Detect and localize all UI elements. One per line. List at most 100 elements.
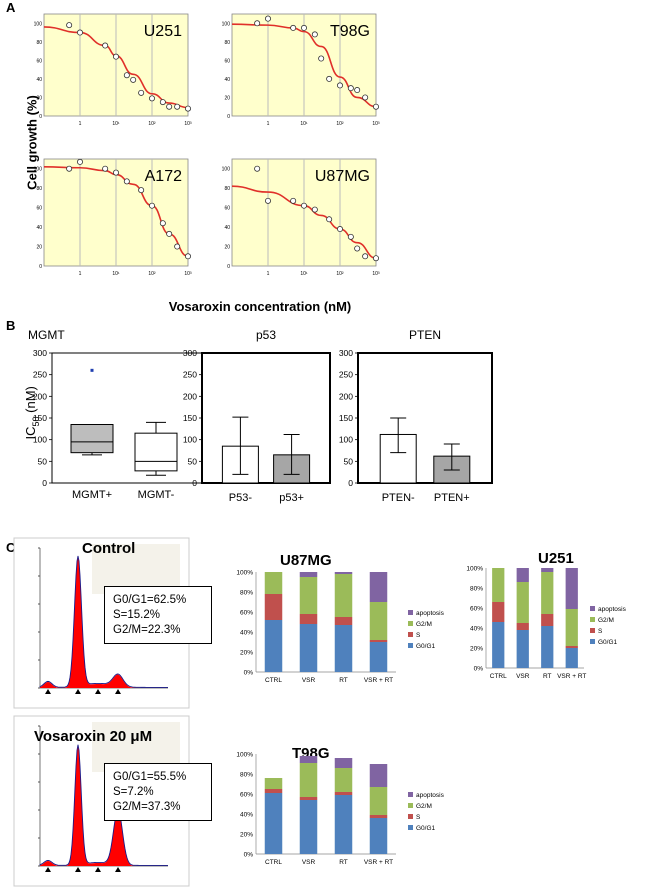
fit-curve	[231, 23, 377, 108]
category-label: VSR	[302, 677, 316, 684]
category-label: PTEN-	[382, 492, 415, 504]
vsr-g2m: G2/M=37.3%	[113, 801, 181, 813]
bar-segment-s	[299, 614, 318, 624]
y-tick-label: 40	[36, 225, 42, 231]
peak-marker	[95, 867, 101, 872]
bar-segment-s	[334, 617, 353, 625]
y-tick-label: 300	[183, 348, 197, 358]
chart-title: U87MG	[315, 168, 370, 185]
legend-label: G2/M	[416, 803, 432, 810]
bar-segment-apoptosis	[541, 568, 554, 572]
category-label: CTRL	[265, 677, 282, 684]
x-tick-label: 1	[79, 121, 82, 127]
x-tick-label: 10²	[336, 121, 344, 127]
bar-segment-g0g1	[264, 620, 283, 672]
data-point	[362, 253, 369, 260]
bar-segment-s	[334, 792, 353, 795]
y-tick-label: 100	[222, 21, 231, 27]
peak-marker	[45, 867, 51, 872]
stacked-u251: 0% 20% 40% 60% 80% 100% CTRL VSR RT VSR + RT apopt…	[466, 566, 627, 681]
data-point	[102, 42, 109, 49]
y-tick-label: 0%	[244, 670, 254, 677]
legend-label: G0/G1	[416, 643, 436, 650]
panel-a-xlabel: Vosaroxin concentration (nM)	[168, 299, 352, 314]
bar-segment-apoptosis	[369, 764, 388, 787]
bar-segment-g2m	[516, 582, 529, 623]
legend-label: G2/M	[598, 617, 614, 624]
y-tick-label: 0	[227, 114, 230, 120]
vosaroxin-title: Vosaroxin 20 μM	[34, 728, 153, 745]
control-g2m: G2/M=22.3%	[113, 624, 181, 636]
data-point	[66, 165, 73, 172]
category-label: P53-	[229, 492, 253, 504]
bar-segment-g2m	[565, 609, 578, 646]
data-point	[149, 95, 156, 102]
box	[70, 424, 114, 454]
chart-t98g: 0 20 40 60 80 100 1 10¹ 10² 10³ T98G	[222, 13, 380, 127]
data-point	[311, 31, 318, 38]
data-point	[301, 24, 308, 31]
data-point	[77, 29, 84, 36]
data-point	[138, 89, 145, 96]
x-tick-label: 10³	[184, 121, 192, 127]
data-point	[265, 15, 272, 22]
control-stats-box: G0/G1=62.5% S=15.2% G2/M=22.3%	[104, 586, 212, 644]
chart-title: p53	[256, 328, 276, 342]
data-point	[354, 245, 361, 252]
data-point	[130, 76, 137, 83]
chart-u251: 0 20 40 60 80 100 1 10¹ 10² 10³ U251	[34, 13, 192, 127]
y-tick-label: 0	[227, 264, 230, 270]
y-tick-label: 250	[33, 370, 47, 380]
vsr-s: S=7.2%	[113, 786, 154, 798]
bar-segment-g2m	[492, 568, 505, 602]
category-label: p53+	[279, 492, 304, 504]
bar-segment-s	[492, 602, 505, 622]
y-tick-label: 60	[36, 58, 42, 64]
legend-swatch	[408, 803, 413, 808]
vsr-g0g1: G0/G1=55.5%	[113, 771, 187, 783]
bar-segment-s	[565, 646, 578, 648]
legend-label: G0/G1	[416, 825, 436, 832]
data-point	[347, 85, 354, 92]
y-tick-label: 80	[224, 40, 230, 46]
y-tick-label: 50	[188, 456, 198, 466]
y-tick-label: 300	[33, 348, 47, 358]
y-tick-label: 20	[36, 245, 42, 251]
x-tick-label: 10¹	[112, 271, 120, 277]
legend-swatch	[408, 825, 413, 830]
x-tick-label: 1	[267, 121, 270, 127]
peak-marker	[115, 867, 121, 872]
data-point	[66, 22, 73, 29]
y-tick-label: 40	[36, 77, 42, 83]
bar-segment-g0g1	[299, 800, 318, 854]
bar-segment-apoptosis	[369, 572, 388, 602]
y-tick-label: 60	[36, 206, 42, 212]
y-tick-label: 60%	[240, 792, 253, 799]
category-label: MGMT-	[138, 489, 175, 501]
chart-pten: PTEN 0 50 100 150 200 250 300 PTEN- PTEN+	[339, 328, 493, 504]
data-point	[174, 243, 181, 250]
legend-label: G0/G1	[598, 639, 618, 646]
data-point	[372, 103, 379, 110]
histogram-header-bg	[92, 544, 180, 594]
data-point	[347, 233, 354, 240]
category-label: RT	[339, 677, 348, 684]
y-tick-label: 20%	[470, 646, 483, 653]
plot-area	[201, 352, 331, 484]
data-point	[354, 87, 361, 94]
legend-label: apoptosis	[598, 606, 627, 613]
y-tick-label: 40	[224, 77, 230, 83]
bar-segment-apoptosis	[516, 568, 529, 582]
y-tick-label: 300	[339, 348, 353, 358]
y-tick-label: 0	[348, 478, 353, 488]
category-label: CTRL	[490, 673, 507, 680]
y-tick-label: 60%	[240, 610, 253, 617]
legend-swatch	[590, 617, 595, 622]
control-g0g1: G0/G1=62.5%	[113, 594, 187, 606]
histogram-outline	[39, 555, 168, 688]
y-tick-label: 60%	[470, 606, 483, 613]
fit-curve	[231, 185, 377, 260]
y-tick-label: 20	[224, 95, 230, 101]
y-tick-label: 250	[183, 370, 197, 380]
chart-p53: p53 0 50 100 150 200 250 300 P53- p53+	[183, 328, 331, 504]
